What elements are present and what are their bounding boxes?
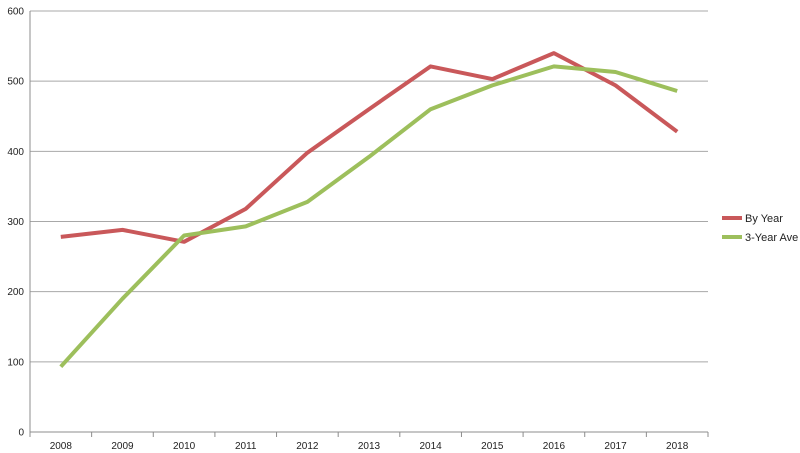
- y-tick-label: 500: [7, 77, 24, 88]
- series-line-by-year: [60, 51, 679, 244]
- x-tick-label: 2008: [50, 441, 73, 452]
- x-tick-label: 2017: [604, 441, 627, 452]
- x-tick-label: 2009: [111, 441, 134, 452]
- y-tick-label: 300: [7, 217, 24, 228]
- y-tick-label: 0: [18, 428, 24, 439]
- legend-label: By Year: [745, 213, 783, 225]
- x-tick-label: 2010: [173, 441, 196, 452]
- x-tick-label: 2016: [543, 441, 566, 452]
- y-tick-label: 200: [7, 287, 24, 298]
- x-tick-label: 2014: [420, 441, 443, 452]
- series-lines: [59, 51, 679, 369]
- y-tick-label: 100: [7, 357, 24, 368]
- legend-label: 3-Year Ave: [745, 232, 798, 244]
- y-tick-label: 600: [7, 7, 24, 18]
- legend: By Year 3-Year Ave: [722, 213, 798, 244]
- x-tick-label: 2018: [666, 441, 689, 452]
- axes: 0 100 200 300 400 500 600 2008 2009 2010 2011 2012 2…: [7, 7, 709, 452]
- x-tick-label: 2012: [296, 441, 319, 452]
- y-tick-label: 400: [7, 147, 24, 158]
- series-line-3-year-ave: [59, 64, 678, 369]
- x-tick-label: 2011: [235, 441, 257, 452]
- grid-lines: [30, 10, 708, 363]
- x-tick-label: 2015: [481, 441, 504, 452]
- x-tick-label: 2013: [358, 441, 381, 452]
